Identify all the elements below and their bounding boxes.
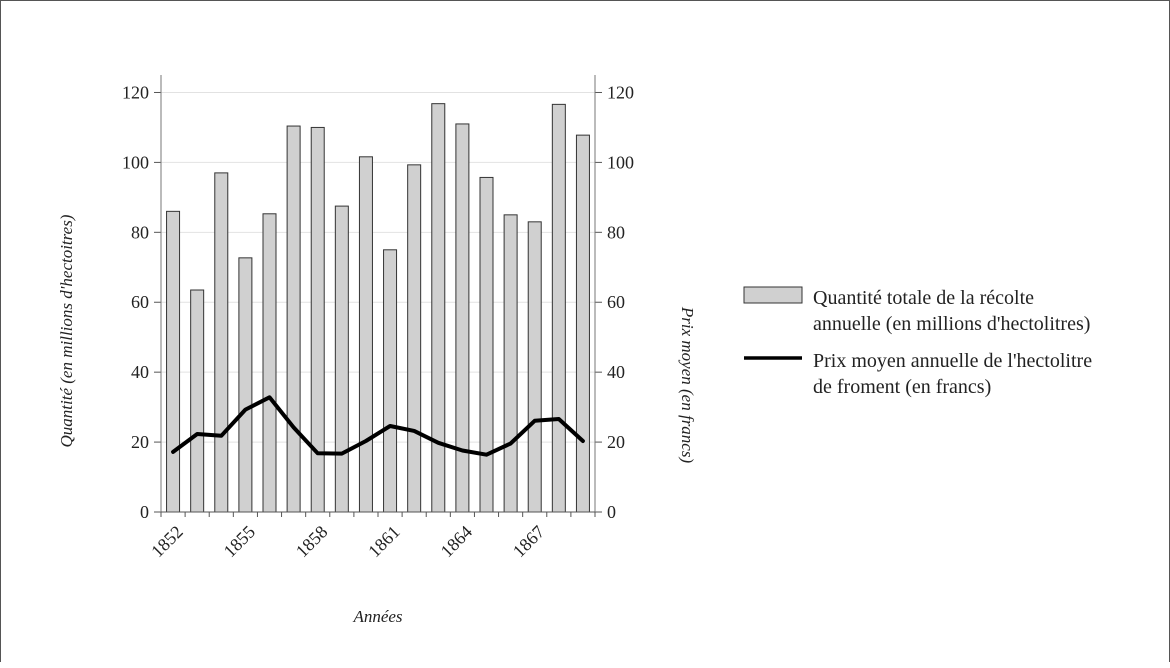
price-point	[316, 451, 320, 455]
price-point	[581, 439, 585, 443]
x-tick-label: 1867	[509, 522, 549, 562]
price-point	[557, 417, 561, 421]
price-point	[485, 453, 488, 457]
price-point	[388, 424, 392, 428]
price-point	[195, 432, 199, 436]
price-point	[292, 425, 296, 429]
bar-series	[166, 103, 590, 513]
y-right-tick-label: 100	[607, 152, 634, 172]
bar	[358, 156, 373, 513]
axes	[154, 75, 602, 517]
y-right-tick-label: 20	[607, 432, 625, 452]
y-left-tick-label: 0	[140, 502, 149, 522]
y-right-tick-label: 60	[607, 292, 625, 312]
x-tick-label: 1864	[437, 522, 477, 562]
price-point	[219, 434, 223, 438]
legend: Quantité totale de la récolte annuelle (…	[743, 286, 1092, 398]
price-point	[436, 441, 440, 445]
y-right-tick-label: 80	[607, 222, 625, 242]
y-left-tick-label: 100	[122, 152, 149, 172]
legend-line-label-line2: de froment (en francs)	[813, 376, 991, 398]
bar	[190, 289, 205, 513]
price-point	[364, 439, 368, 443]
bar	[214, 172, 229, 513]
bar	[166, 210, 181, 513]
price-point	[509, 441, 513, 445]
bar	[551, 103, 566, 513]
y-right-tick-label: 0	[607, 502, 616, 522]
y-left-tick-label: 80	[131, 222, 149, 242]
y-axis-right-title: Prix moyen (en francs)	[678, 306, 697, 464]
bar	[238, 257, 253, 513]
x-axis-title: Années	[352, 607, 402, 626]
x-tick-label: 1858	[292, 522, 332, 562]
price-point	[171, 450, 175, 454]
y-left-tick-label: 120	[122, 82, 149, 102]
legend-bar-label-line2: annuelle (en millions d'hectolitres)	[813, 313, 1090, 335]
x-tick-label: 1861	[364, 522, 404, 562]
y-left-tick-label: 60	[131, 292, 149, 312]
price-point	[460, 448, 464, 452]
bar	[503, 214, 518, 513]
y-left-tick-label: 20	[131, 432, 149, 452]
gridlines	[161, 91, 595, 443]
x-tick-label: 1852	[147, 522, 187, 562]
bar	[334, 205, 349, 513]
legend-bar-label-line1: Quantité totale de la récolte	[813, 287, 1034, 309]
bar	[262, 213, 277, 513]
bar	[431, 103, 446, 513]
x-tick-label: 1855	[220, 522, 260, 562]
legend-line-label-line1: Prix moyen annuelle de l'hectolitre	[813, 350, 1092, 372]
bar	[383, 249, 398, 513]
bar	[407, 164, 422, 513]
bar	[479, 176, 494, 513]
y-right-tick-label: 120	[607, 82, 634, 102]
bar	[575, 134, 590, 513]
line-series	[171, 395, 585, 457]
price-point	[243, 408, 247, 412]
bar	[286, 125, 301, 513]
legend-bar-swatch	[743, 286, 803, 304]
price-point	[340, 452, 344, 456]
y-axis-left-title: Quantité (en millions d'hectoitres)	[57, 214, 76, 447]
bar	[455, 123, 470, 513]
price-line	[171, 395, 585, 457]
y-left-tick-label: 40	[131, 362, 149, 382]
price-point	[412, 429, 416, 433]
bar	[527, 221, 542, 513]
price-point	[268, 395, 271, 399]
price-point	[533, 419, 537, 423]
y-right-tick-label: 40	[607, 362, 625, 382]
